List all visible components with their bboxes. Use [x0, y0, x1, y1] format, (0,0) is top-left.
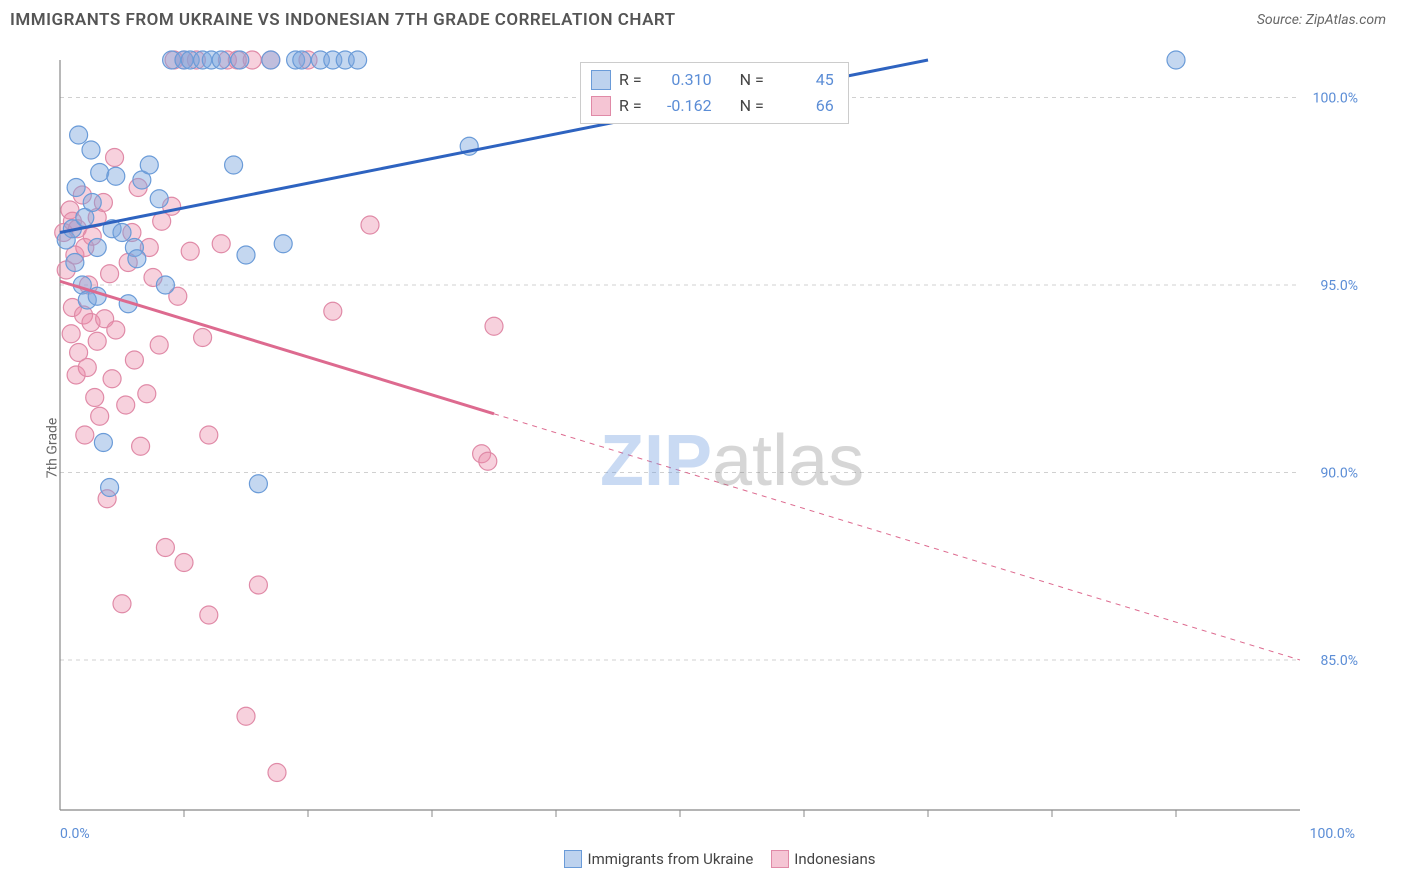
n-label: N = [740, 67, 764, 93]
y-axis-label: 7th Grade [44, 418, 60, 479]
chart-container: 7th Grade ZIPatlas 85.0%90.0%95.0%100.0%… [50, 40, 1390, 870]
n-label: N = [740, 93, 764, 119]
r-label: R = [619, 93, 642, 119]
svg-text:95.0%: 95.0% [1320, 278, 1358, 294]
correlation-legend: R = 0.310 N = 45 R = -0.162 N = 66 [580, 62, 849, 124]
correlation-row-ukraine: R = 0.310 N = 45 [591, 67, 834, 93]
r-value-ukraine: 0.310 [650, 67, 712, 93]
legend-label-indonesian: Indonesians [794, 850, 875, 868]
chart-header: IMMIGRANTS FROM UKRAINE VS INDONESIAN 7T… [0, 0, 1406, 35]
n-value-ukraine: 45 [772, 67, 834, 93]
bottom-legend: Immigrants from Ukraine Indonesians [50, 850, 1390, 868]
svg-text:100.0%: 100.0% [1310, 826, 1355, 842]
legend-label-ukraine: Immigrants from Ukraine [587, 850, 753, 868]
legend-swatch-blue [591, 70, 611, 90]
svg-text:90.0%: 90.0% [1320, 466, 1358, 482]
legend-item-ukraine: Immigrants from Ukraine [564, 850, 753, 868]
legend-swatch-blue [564, 850, 582, 868]
legend-swatch-pink [771, 850, 789, 868]
svg-text:100.0%: 100.0% [1313, 91, 1358, 107]
chart-title: IMMIGRANTS FROM UKRAINE VS INDONESIAN 7T… [10, 10, 676, 30]
r-value-indonesian: -0.162 [650, 93, 712, 119]
correlation-row-indonesian: R = -0.162 N = 66 [591, 93, 834, 119]
scatter-plot: 85.0% 90.0% 95.0% 100.0% 0.0% 100.0% [50, 40, 1390, 870]
svg-text:85.0%: 85.0% [1320, 653, 1358, 669]
legend-swatch-pink [591, 96, 611, 116]
chart-source: Source: ZipAtlas.com [1257, 12, 1386, 28]
n-value-indonesian: 66 [772, 93, 834, 119]
legend-item-indonesian: Indonesians [771, 850, 875, 868]
svg-text:0.0%: 0.0% [60, 826, 90, 842]
r-label: R = [619, 67, 642, 93]
